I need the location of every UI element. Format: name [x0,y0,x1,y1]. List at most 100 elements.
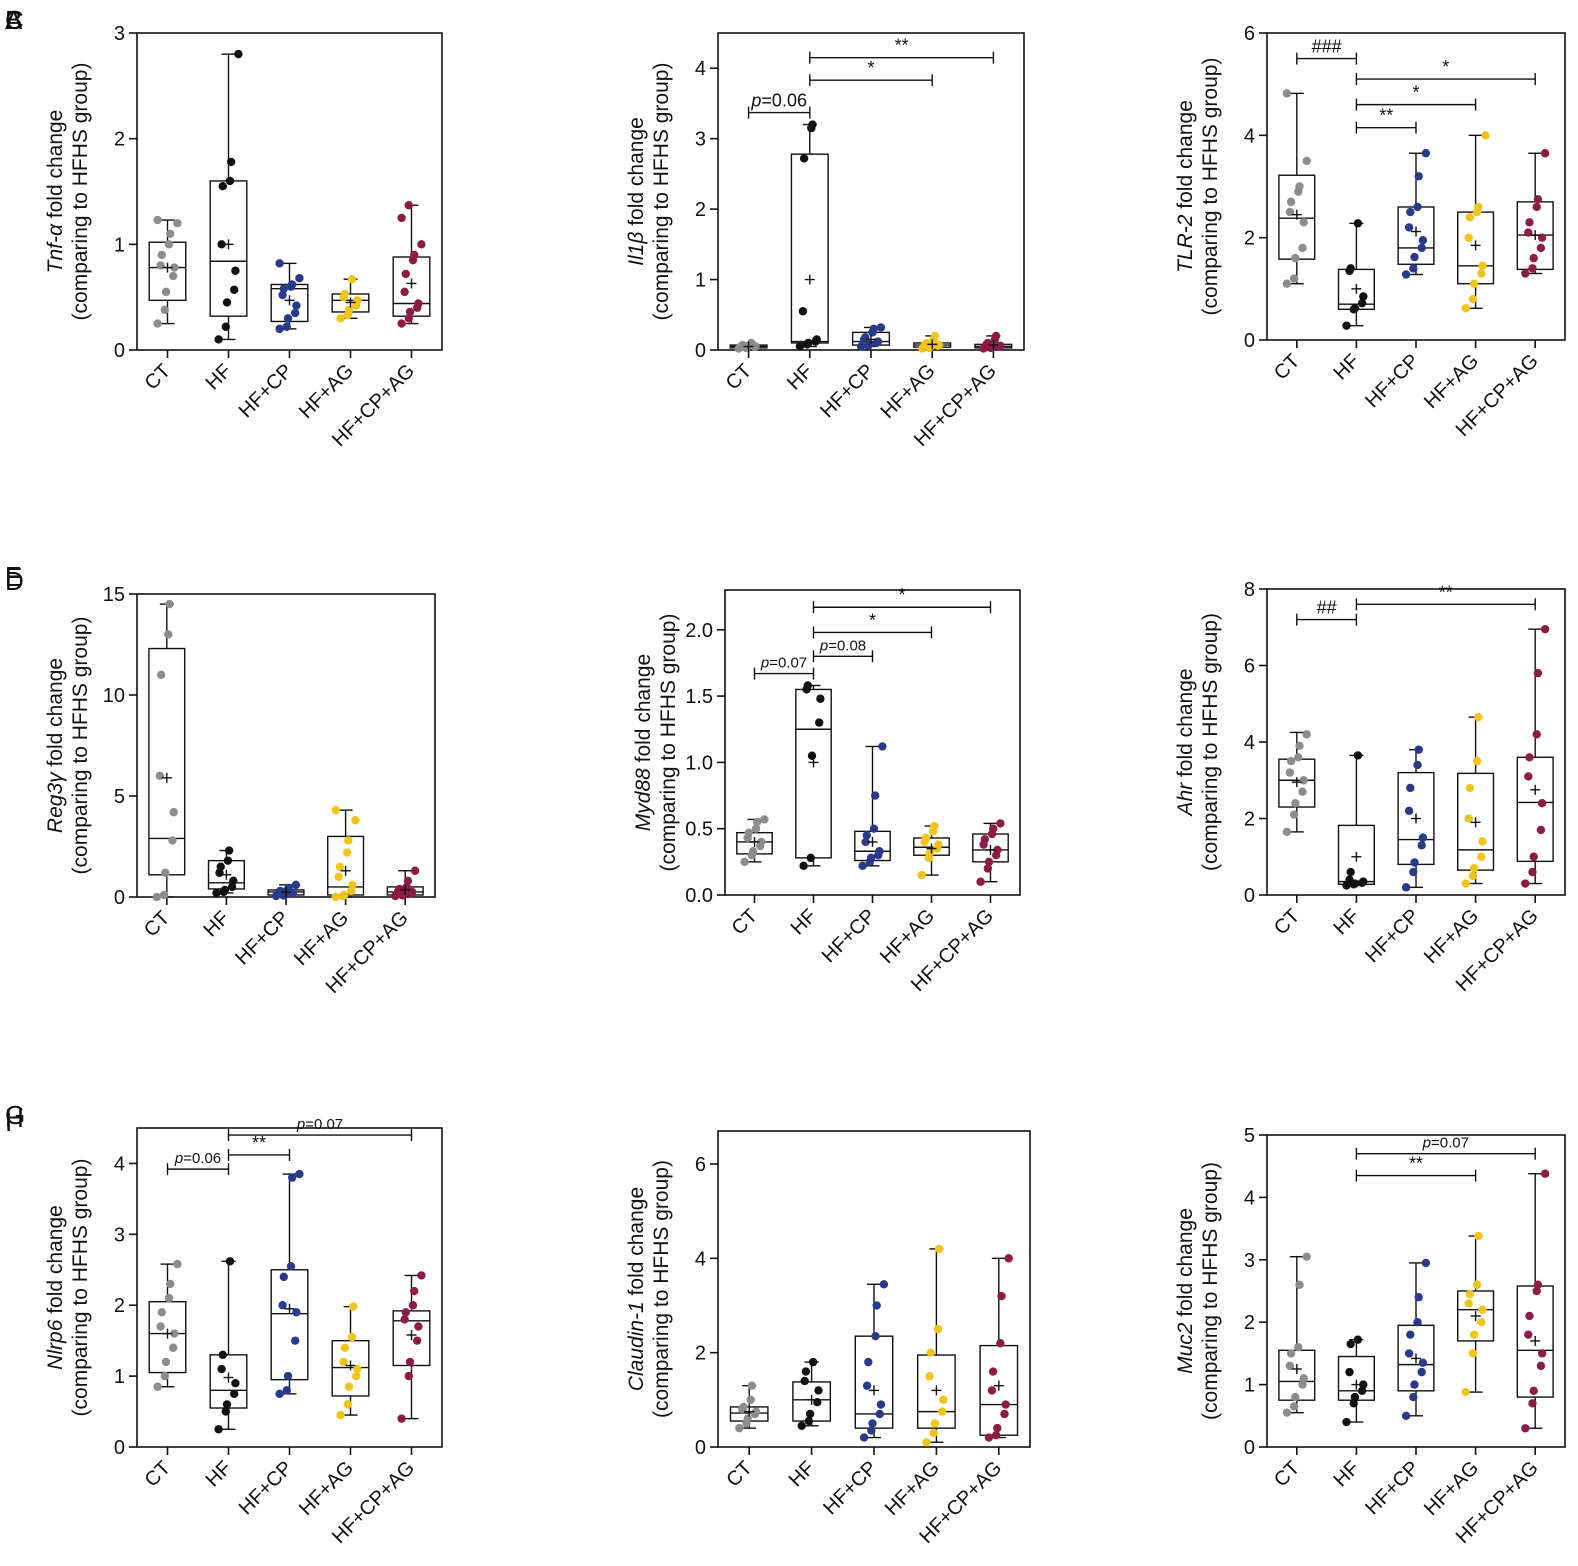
significance-bracket: p=0.07 [227,1116,413,1142]
data-point [799,861,808,871]
data-point [1298,1380,1307,1389]
box-hf: HF [783,120,829,394]
y-axis-gene: TLR-2 [1174,214,1197,273]
significance-bracket: ** [1355,106,1417,134]
data-point [282,322,291,331]
data-point [872,1301,881,1310]
data-point [1474,712,1483,722]
y-axis-label-text: fold change [1174,1208,1197,1322]
data-point [1478,837,1487,846]
data-point [1464,814,1473,823]
data-point [1472,756,1482,766]
data-point [292,301,301,310]
y-tick-label: 10 [103,685,125,707]
y-tick-label: 0 [114,887,125,909]
significance-value: =0.08 [828,637,866,654]
category-label: HF [1330,905,1364,939]
data-point [1342,1417,1351,1427]
box-hf-cp-ag: HF+CP+AG [1452,1169,1554,1548]
data-point [164,630,173,639]
data-point [275,324,284,334]
significance-bracket: * [812,585,992,614]
panel-g: G 0 1 2 3 4 Nlrp6 fold change (comparing to HFH… [5,1100,443,1548]
data-point [404,201,413,210]
data-point [1286,756,1296,766]
y-tick-label: 1 [114,1366,125,1388]
data-point [1478,261,1487,271]
category-label: CT [1270,350,1304,384]
significance-value: =0.06 [761,91,807,111]
data-point [344,305,354,315]
data-point [1461,1387,1470,1397]
y-axis-label: Ahr fold change [1174,668,1197,817]
data-point [220,885,230,895]
panel-letter: C [5,5,24,35]
data-point [1524,772,1533,781]
data-point [875,1409,884,1419]
significance-value: ** [895,36,909,56]
data-point [400,1315,409,1324]
data-point [173,1259,182,1269]
data-point [757,837,766,847]
data-point [170,263,179,272]
data-point [1521,269,1530,278]
data-point [331,805,340,815]
data-point [751,1407,761,1416]
data-point [991,1431,1001,1440]
data-point [1414,172,1423,181]
data-point [1291,1392,1300,1402]
y-axis-label-text: fold change [44,658,67,772]
y-axis-label: Il1β fold change [625,117,648,266]
data-point [1359,292,1368,301]
category-label: HF+CP [235,360,297,422]
y-tick-label: 6 [1244,23,1255,45]
data-point [926,1348,935,1357]
data-point [1346,264,1355,273]
data-point [288,1173,297,1182]
data-point [166,1279,175,1289]
data-point [1525,218,1534,227]
data-point [996,341,1005,350]
y-tick-label: 0 [114,1437,125,1459]
significance-value: * [1442,57,1449,77]
data-point [347,275,357,284]
data-point [408,1301,418,1310]
data-point [1477,1318,1486,1327]
data-point [1299,1374,1308,1383]
data-point [746,1395,755,1405]
y-tick-label: 6 [1244,656,1255,678]
panel-letter: A [5,5,23,35]
data-point [804,338,813,348]
significance-bracket: * [1355,57,1536,86]
data-point [1418,1358,1428,1367]
significance-p: p [174,1150,183,1167]
data-point [929,1428,938,1438]
data-point [1404,223,1414,232]
data-point [160,305,169,315]
data-point [155,771,165,780]
panel-letter: H [5,1103,24,1133]
category-label: HF+CP [231,907,293,969]
data-point [858,861,867,871]
significance-label: p=0.08 [819,637,866,654]
data-point [295,273,304,283]
data-point [800,1376,809,1386]
significance-label: ### [1312,37,1342,57]
data-point [861,333,870,342]
significance-label: p=0.07 [296,1116,343,1133]
data-point [1401,1411,1411,1421]
category-label: HF+CP [818,905,880,967]
box-hf: HF [200,846,245,941]
data-point [231,1379,240,1388]
data-point [1469,1330,1479,1339]
significance-value: ** [252,1133,266,1153]
data-point [862,831,871,840]
significance-bracket: p=0.07 [1355,1135,1536,1160]
data-point [925,848,935,857]
y-axis-gene: Il1β [625,232,648,266]
data-point [921,833,930,843]
y-tick-label: 4 [695,58,706,80]
data-point [795,342,805,351]
data-point [161,868,170,877]
